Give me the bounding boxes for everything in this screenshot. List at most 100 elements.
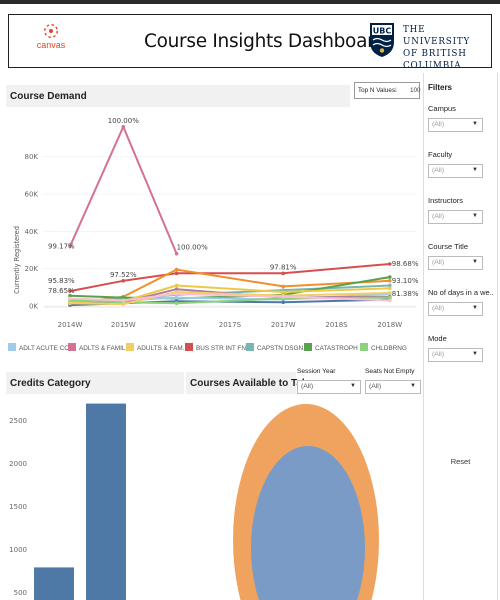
filter-label: No of days in a we.. xyxy=(428,288,494,297)
series-point[interactable] xyxy=(388,286,392,291)
course-demand-chart: 0K 20K 40K 60K 80K 2014W 2015W 2016W 2017S 2017W… xyxy=(13,117,419,329)
y-tick-label: 0K xyxy=(29,303,38,311)
credit-bar[interactable] xyxy=(86,403,126,600)
x-tick-label: 2018S xyxy=(325,321,348,329)
legend-item[interactable]: ADULTS & FAM.. xyxy=(126,343,186,352)
legend-item[interactable]: BUS STR INT FN.. xyxy=(185,343,250,352)
series-point[interactable] xyxy=(388,283,392,288)
legend-item[interactable]: ADLTS & FAMILI.. xyxy=(68,343,131,352)
series-point[interactable] xyxy=(68,296,72,301)
x-tick-label: 2017W xyxy=(271,321,296,329)
chevron-down-icon: ▼ xyxy=(472,259,478,265)
filter-dropdown[interactable]: (All) ▼ xyxy=(428,256,483,270)
series-point[interactable] xyxy=(174,292,179,296)
top-n-label: Top N Values xyxy=(358,87,395,94)
series-point[interactable] xyxy=(174,295,179,300)
chevron-down-icon: ▼ xyxy=(410,383,416,389)
filter-value: (All) xyxy=(432,213,445,220)
top-n-min: 1 xyxy=(394,87,398,94)
series-point[interactable] xyxy=(388,295,392,300)
series-point[interactable] xyxy=(121,295,126,300)
data-label: 81.38% xyxy=(392,290,419,298)
series-point[interactable] xyxy=(388,275,392,279)
page-title: Course Insights Dashboard xyxy=(144,31,386,52)
x-tick-label: 2017S xyxy=(219,321,242,329)
legend-item[interactable]: CHLDBRNG xyxy=(360,343,407,352)
series-point[interactable] xyxy=(121,279,126,283)
legend-item[interactable]: CAPSTN DSGN.. xyxy=(246,343,307,352)
series-point[interactable] xyxy=(388,279,392,283)
series-point[interactable] xyxy=(174,271,179,276)
seats-not-empty-dropdown[interactable]: (All) ▼ xyxy=(365,380,421,394)
inner-bubble[interactable] xyxy=(251,446,365,600)
chevron-down-icon: ▼ xyxy=(350,383,356,389)
filter-dropdown[interactable]: (All) ▼ xyxy=(428,210,483,224)
data-label: 99.17% xyxy=(48,242,75,250)
data-label: 78.65% xyxy=(48,287,75,295)
series-legend: ADLT ACUTE CO.. ADLTS & FAMILI.. ADULTS & … xyxy=(8,343,420,355)
series-point[interactable] xyxy=(174,283,179,288)
filter-dropdown[interactable]: (All) ▼ xyxy=(428,348,483,362)
x-tick-label: 2014W xyxy=(58,321,83,329)
series-point[interactable] xyxy=(121,298,126,303)
reset-button[interactable]: Reset xyxy=(428,454,493,470)
top-n-slider[interactable]: Top N Values 1 100 xyxy=(354,82,421,99)
ubc-wordmark: THE UNIVERSITY OF BRITISH COLUMBIA xyxy=(403,24,491,72)
y-tick-label: 2000 xyxy=(9,460,27,468)
filter-label: Course Title xyxy=(428,242,469,251)
filter-label: Instructors xyxy=(428,196,464,205)
series-point[interactable] xyxy=(121,125,126,129)
series-point[interactable] xyxy=(174,251,179,256)
legend-swatch xyxy=(68,343,76,351)
data-label: 95.83% xyxy=(48,277,75,285)
course-demand-title-bar xyxy=(6,85,350,107)
series-point[interactable] xyxy=(68,293,72,298)
series-point[interactable] xyxy=(281,290,286,294)
filter-value: (All) xyxy=(432,121,445,128)
legend-item[interactable]: ADLT ACUTE CO.. xyxy=(8,343,73,352)
series-line[interactable] xyxy=(69,125,178,255)
series-point[interactable] xyxy=(174,267,179,272)
legend-label: CAPSTN DSGN.. xyxy=(257,345,307,352)
legend-swatch xyxy=(304,343,312,351)
credits-title: Credits Category xyxy=(10,378,91,389)
series-point[interactable] xyxy=(281,284,286,289)
y-tick-label: 20K xyxy=(25,265,39,273)
filter-label: Mode xyxy=(428,334,447,343)
x-tick-label: 2018W xyxy=(377,321,402,329)
series-point[interactable] xyxy=(174,287,179,291)
filter-dropdown[interactable]: (All) ▼ xyxy=(428,164,483,178)
series-point[interactable] xyxy=(121,302,126,306)
legend-item[interactable]: CATASTROPH E.. xyxy=(304,343,367,352)
dashboard-header: canvas Course Insights Dashboard UBC THE… xyxy=(8,14,492,71)
series-point[interactable] xyxy=(388,291,392,295)
filter-dropdown[interactable]: (All) ▼ xyxy=(428,118,483,132)
filters-sidebar: Filters Campus (All) ▼ Faculty (All) ▼ Instruc… xyxy=(423,73,498,600)
filter-dropdown[interactable]: (All) ▼ xyxy=(428,302,483,316)
filter-value: (All) xyxy=(432,305,445,312)
series-point[interactable] xyxy=(174,301,179,305)
series-point[interactable] xyxy=(281,300,286,305)
ubc-crest-icon: UBC xyxy=(370,23,394,57)
legend-swatch xyxy=(8,343,16,351)
filter-label: Campus xyxy=(428,104,456,113)
series-point[interactable] xyxy=(281,294,286,299)
y-axis-label: Currently Registered xyxy=(13,226,21,294)
series-point[interactable] xyxy=(388,298,392,303)
canvas-logo: canvas xyxy=(31,23,71,50)
y-tick-label: 2500 xyxy=(9,417,27,425)
courses-available-title: Courses Available to Take xyxy=(190,378,314,389)
series-point[interactable] xyxy=(388,262,392,266)
series-point[interactable] xyxy=(68,301,72,305)
session-year-dropdown[interactable]: (All) ▼ xyxy=(297,380,361,394)
series-point[interactable] xyxy=(281,271,286,276)
y-tick-label: 60K xyxy=(25,191,39,199)
y-tick-label: 80K xyxy=(25,153,39,161)
legend-label: ADLT ACUTE CO.. xyxy=(19,345,73,352)
series-point[interactable] xyxy=(68,244,72,249)
legend-swatch xyxy=(185,343,193,351)
window-top-bar xyxy=(0,0,500,4)
series-point[interactable] xyxy=(68,289,72,293)
bottom-charts: 500 1000 1500 2000 2500 xyxy=(9,403,379,600)
credit-bar[interactable] xyxy=(34,567,74,600)
